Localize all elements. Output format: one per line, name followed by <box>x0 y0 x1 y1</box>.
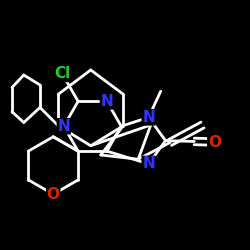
Text: N: N <box>142 110 155 125</box>
Text: N: N <box>58 119 70 134</box>
Text: Cl: Cl <box>54 66 70 82</box>
Text: O: O <box>47 187 60 202</box>
Text: N: N <box>100 94 113 109</box>
Text: N: N <box>142 156 155 172</box>
Text: O: O <box>208 134 221 150</box>
